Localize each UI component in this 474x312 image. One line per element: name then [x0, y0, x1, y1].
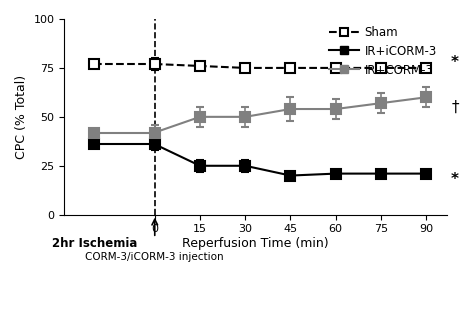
- X-axis label: Reperfusion Time (min): Reperfusion Time (min): [182, 237, 329, 250]
- Text: *: *: [451, 55, 459, 70]
- Text: †: †: [451, 100, 459, 115]
- Legend: Sham, IR+iCORM-3, IR+CORM-3: Sham, IR+iCORM-3, IR+CORM-3: [324, 21, 441, 81]
- Text: *: *: [451, 172, 459, 187]
- Text: 2hr Ischemia: 2hr Ischemia: [52, 236, 137, 250]
- Y-axis label: CPC (% Total): CPC (% Total): [15, 75, 28, 159]
- Text: CORM-3/iCORM-3 injection: CORM-3/iCORM-3 injection: [85, 252, 224, 262]
